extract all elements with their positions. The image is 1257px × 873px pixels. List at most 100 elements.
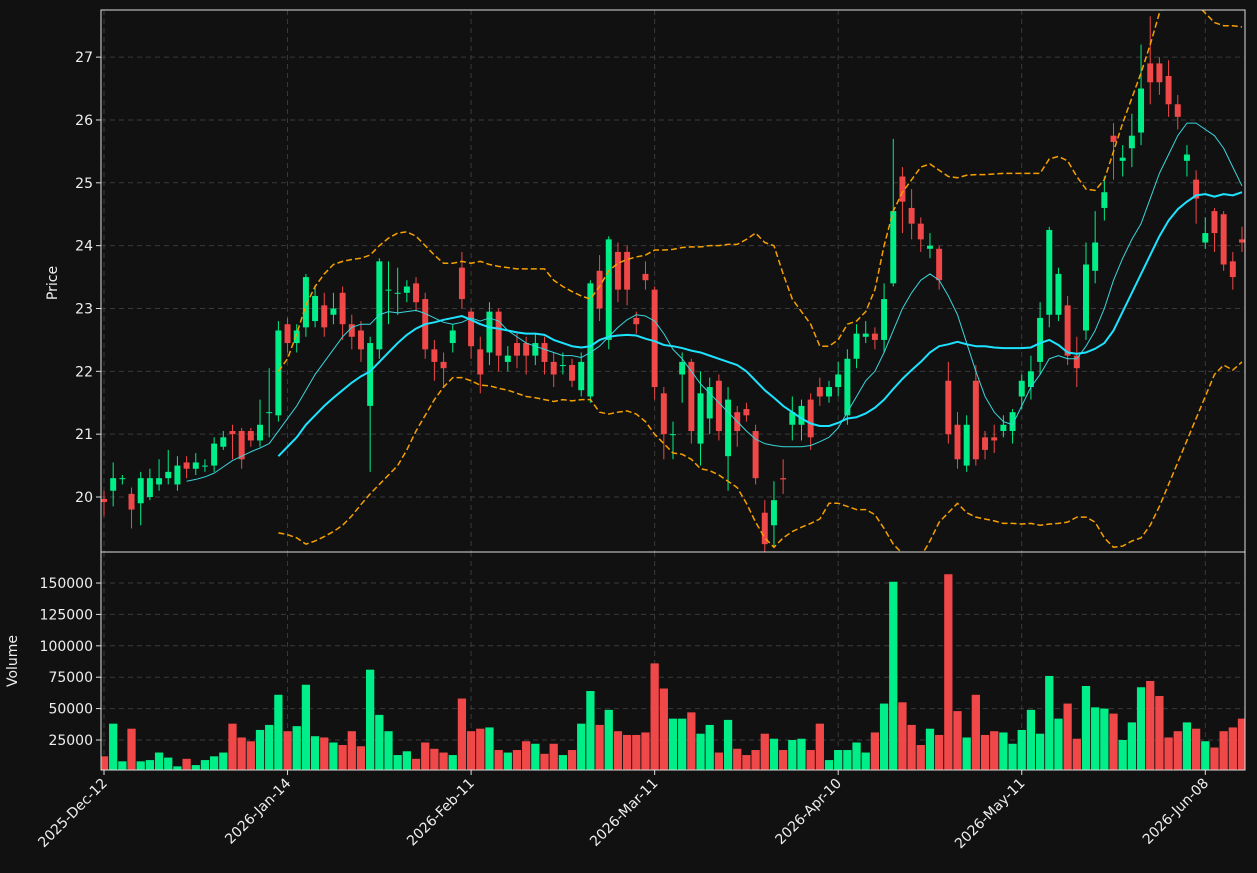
candle-body (1101, 192, 1108, 208)
volume-bar (797, 738, 806, 770)
volume-bar (173, 766, 182, 770)
candle-body (1193, 179, 1200, 199)
volume-bar (889, 581, 898, 770)
volume-bar (1164, 737, 1173, 770)
candle-body (761, 512, 768, 545)
volume-bar (109, 723, 118, 770)
candle-body (706, 387, 713, 419)
candle-body (991, 437, 998, 441)
candle-body (826, 387, 832, 397)
candle-body (321, 305, 328, 328)
volume-bar (531, 743, 540, 770)
candle-body (284, 324, 291, 344)
volume-bar (310, 736, 320, 770)
volume-bar (209, 756, 219, 770)
candle-body (1055, 273, 1062, 315)
candle-body (504, 355, 511, 362)
volume-bar (255, 729, 265, 770)
candle-body (266, 412, 273, 414)
volume-bar (907, 724, 916, 770)
volume-bar (1063, 703, 1072, 770)
volume-bar (815, 723, 824, 770)
volume-bar (1182, 722, 1192, 770)
candle-body (477, 349, 484, 375)
volume-bar (595, 724, 604, 770)
candle-body (633, 317, 640, 325)
volume-bar (843, 750, 852, 770)
volume-panel (101, 574, 1245, 770)
candle-body (972, 380, 979, 460)
candle-body (211, 443, 218, 466)
volume-bar (659, 688, 668, 770)
candle-body (1092, 242, 1099, 271)
candle-body (367, 343, 374, 406)
candle-body (486, 311, 493, 353)
candle-body (1119, 157, 1126, 161)
y-tick-label: 22 (75, 364, 93, 380)
volume-bar (347, 731, 356, 770)
volume-bar (1118, 739, 1127, 770)
candle-body (541, 343, 548, 362)
candle-body (101, 498, 107, 503)
volume-bar (641, 732, 650, 770)
volume-bar (1237, 718, 1245, 770)
volume-bar (622, 734, 632, 770)
grid (101, 10, 1245, 770)
candle-body (862, 333, 869, 337)
candle-body (954, 424, 961, 460)
volume-bar (953, 711, 962, 770)
volume-bar (375, 714, 384, 770)
volume-bar (1210, 747, 1219, 770)
y-tick-label: 26 (75, 113, 93, 129)
candle-body (1147, 63, 1154, 83)
volume-bar (769, 738, 779, 770)
volume-bar (356, 746, 366, 770)
candle-body (945, 380, 952, 435)
volume-bar (778, 750, 788, 770)
volume-bar (292, 726, 301, 770)
candle-body (569, 365, 576, 381)
candle-body (376, 261, 383, 350)
candle-body (201, 465, 208, 467)
candle-body (403, 286, 410, 293)
price-panel (101, 10, 1245, 552)
volume-bar (1228, 727, 1237, 770)
candle-body (688, 361, 695, 432)
candle-body (1037, 317, 1044, 362)
volume-tick-label: 125000 (40, 607, 93, 623)
volume-bar (980, 734, 990, 770)
volume-bar (1081, 685, 1091, 770)
volume-bar (540, 753, 549, 770)
candle-body (725, 399, 732, 457)
candle-body (458, 267, 465, 300)
volume-bar (935, 734, 944, 770)
volume-bar (338, 745, 347, 770)
candle-body (146, 478, 153, 498)
candle-body (770, 500, 777, 526)
candle-body (275, 330, 282, 416)
candle-body (1128, 135, 1135, 149)
volume-bar (861, 752, 870, 770)
candle-body (844, 358, 851, 416)
volume-tick-label: 50000 (48, 702, 93, 718)
candle-body (137, 478, 144, 504)
candle-body (110, 478, 117, 491)
volume-bar (567, 750, 577, 770)
candle-body (550, 361, 557, 375)
volume-bar (237, 737, 246, 770)
volume-bar (191, 765, 200, 770)
volume-bar (402, 751, 411, 770)
volume-bar (200, 760, 210, 770)
candle-body (743, 409, 750, 416)
volume-bar (586, 691, 595, 770)
volume-bar (503, 752, 512, 770)
candle-body (835, 374, 842, 388)
candle-body (917, 223, 924, 240)
indicator-line (277, 191, 1243, 457)
y-tick-label: 20 (75, 490, 93, 506)
volume-bar (742, 755, 751, 770)
volume-bar (549, 743, 558, 770)
volume-bar (1146, 680, 1155, 770)
volume-bar (650, 663, 659, 770)
candle-body (1239, 239, 1245, 243)
